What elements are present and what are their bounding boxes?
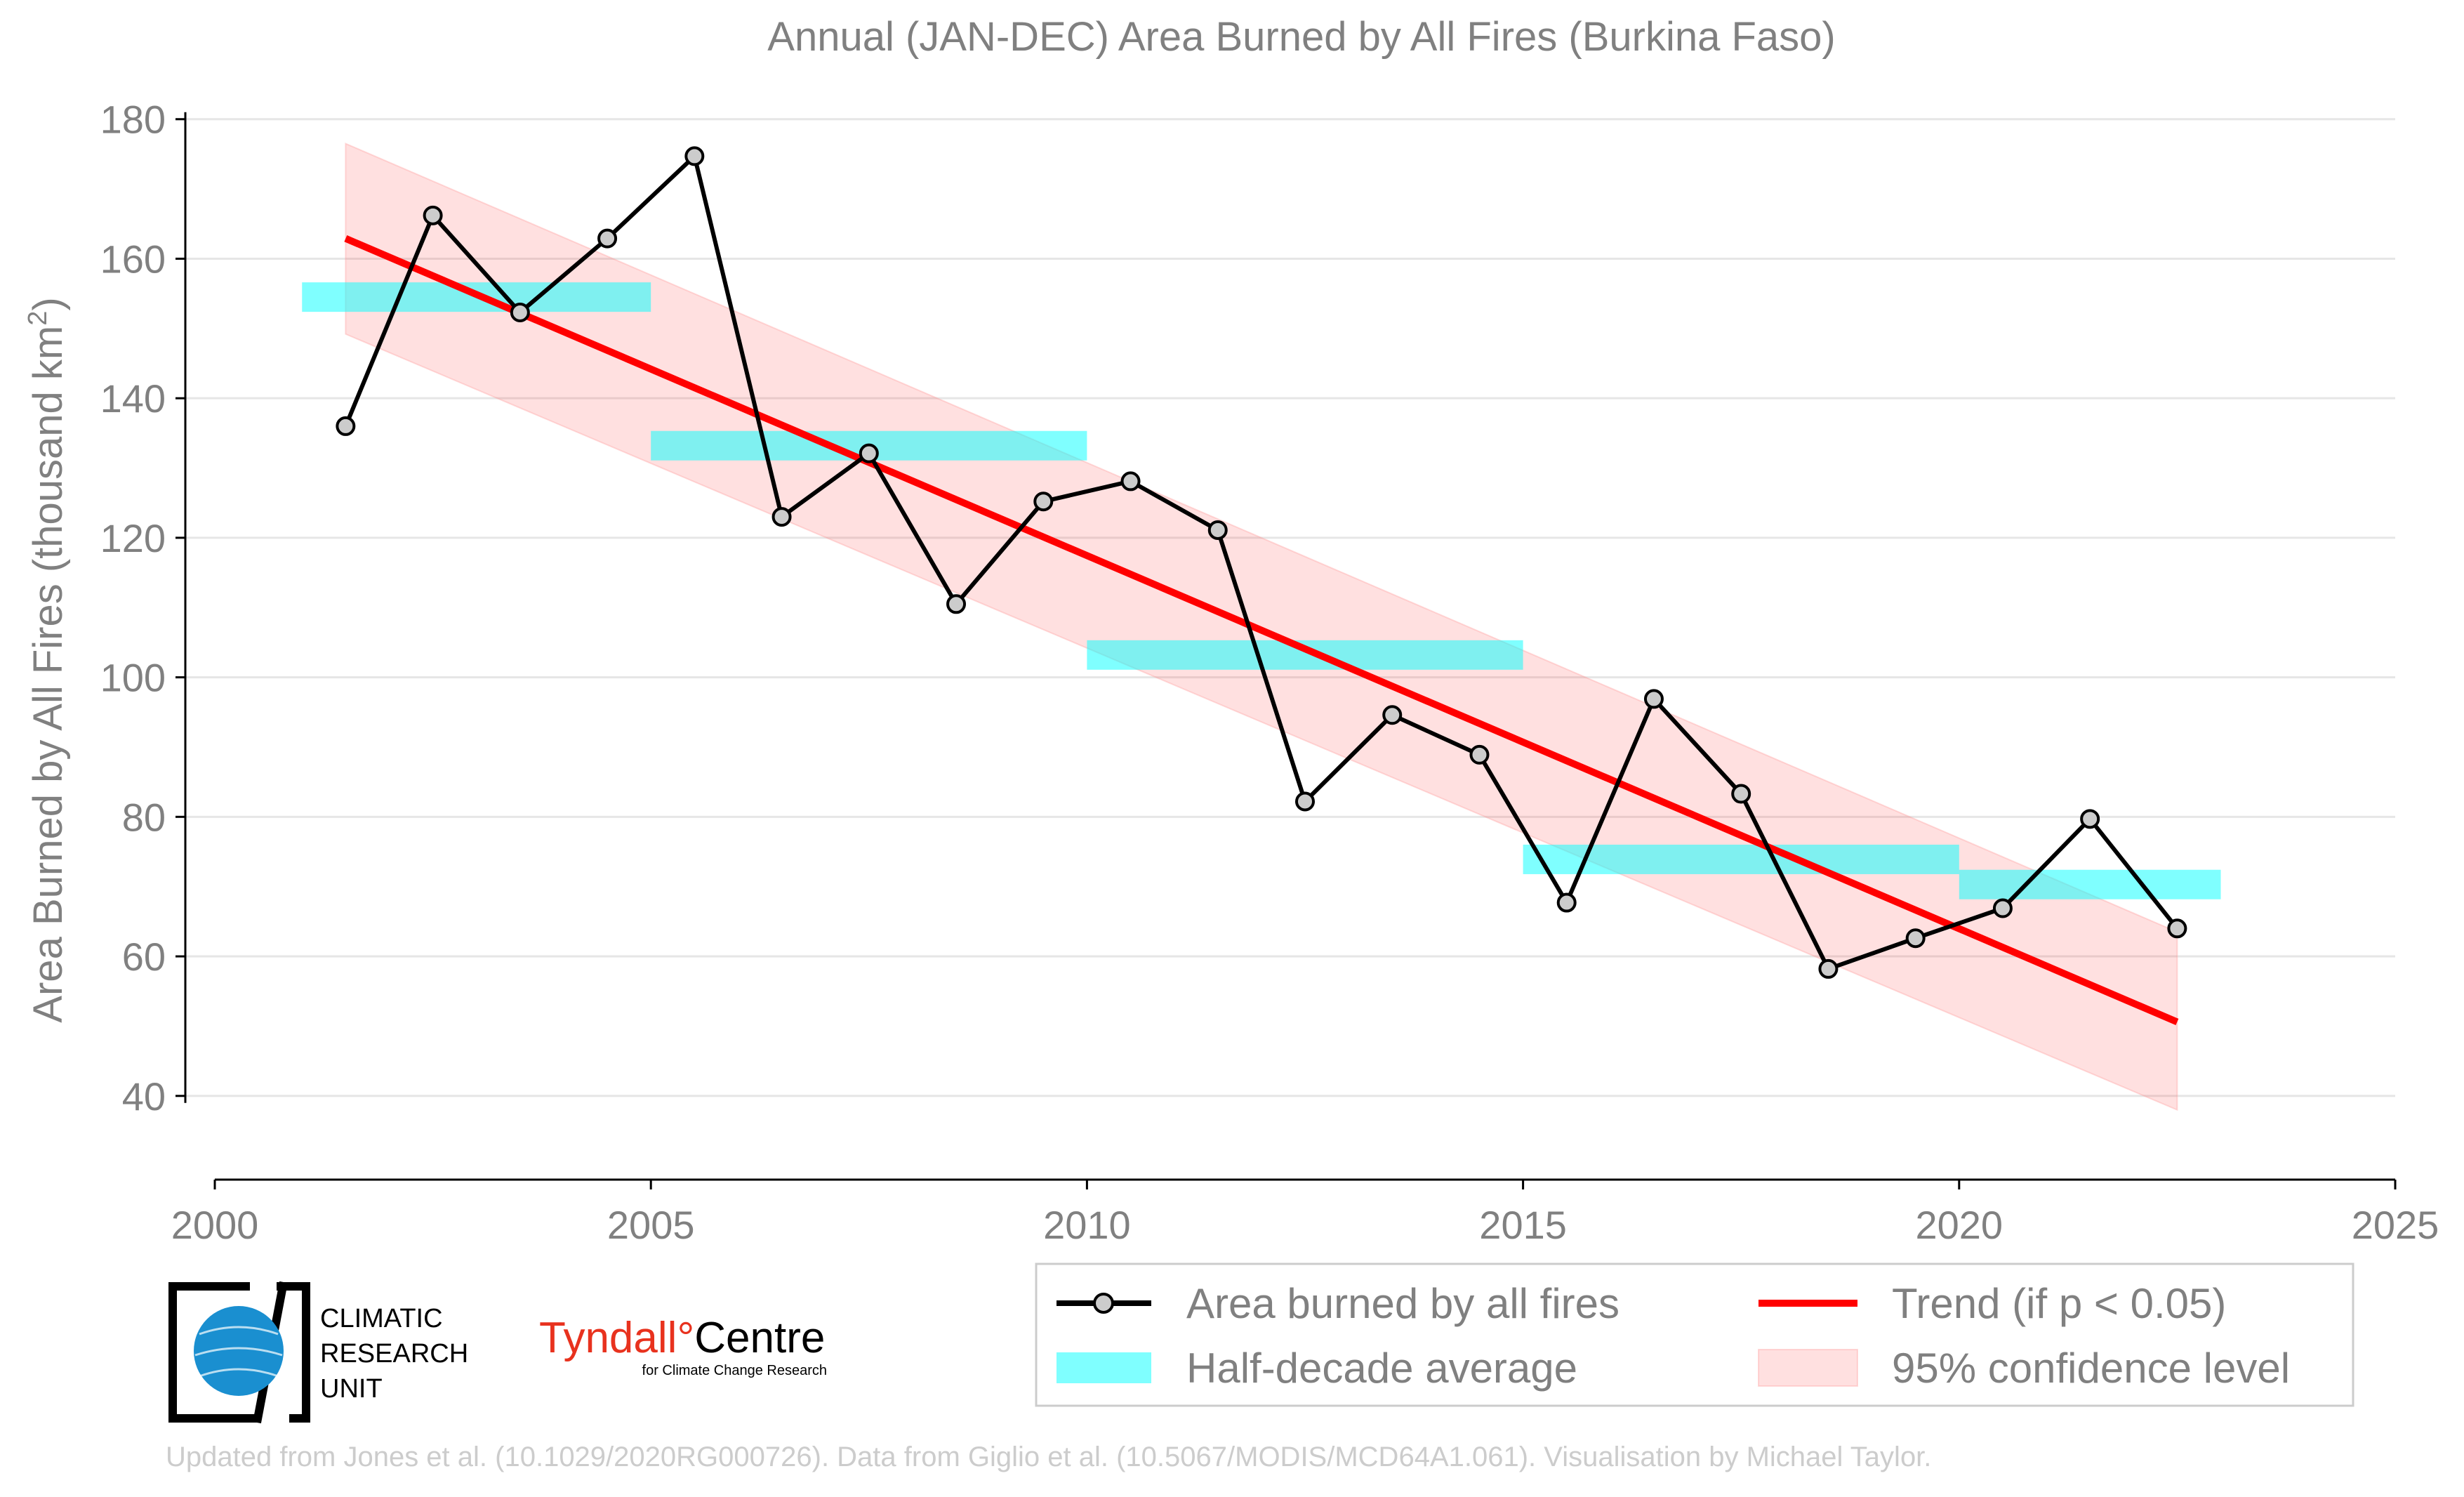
- y-axis-label-sup: 2: [23, 311, 53, 326]
- cru-logo-text-line1: CLIMATIC: [320, 1304, 443, 1333]
- data-point-2018: [1818, 958, 1839, 979]
- data-point-2011: [1207, 520, 1228, 540]
- trend-line: [344, 235, 2179, 1026]
- tyndall-logo-centre: Centre: [694, 1314, 825, 1362]
- x-tick-label-2005: 2005: [607, 1203, 695, 1247]
- globe-icon-lines: [194, 1326, 283, 1378]
- data-point-2017: [1731, 784, 1751, 804]
- series-line-area-burned: [343, 154, 2179, 971]
- footer-credit: Updated from Jones et al. (10.1029/2020R…: [166, 1442, 1931, 1472]
- legend: Area burned by all fires Trend (if p < 0…: [1035, 1262, 2354, 1407]
- cru-logo-text-line3: UNIT: [320, 1374, 383, 1404]
- data-point-2015: [1556, 892, 1577, 913]
- axes: 40 60 80 100 120 140 160 180 2000 2005 2010 2015 202…: [100, 98, 2439, 1247]
- data-point-2002: [423, 205, 443, 225]
- legend-confidence-swatch: [1758, 1349, 1858, 1387]
- half-decade-average-bar-3: [1523, 844, 1959, 874]
- y-tick-label-160: 160: [100, 237, 166, 281]
- data-point-2016: [1643, 689, 1664, 709]
- trend-layer: [344, 235, 2179, 1026]
- y-tick-label-100: 100: [100, 656, 166, 700]
- legend-half-decade-swatch: [1057, 1352, 1151, 1383]
- x-tick-label-2025: 2025: [2352, 1203, 2439, 1247]
- tyndall-logo-name: Tyndall°Centre: [539, 1314, 825, 1362]
- legend-label-half-decade: Half-decade average: [1186, 1345, 1577, 1392]
- tyndall-centre-logo: Tyndall°Centre for Climate Change Resear…: [539, 1314, 827, 1378]
- data-point-2021: [2080, 809, 2100, 829]
- legend-series-swatch-marker: [1093, 1293, 1114, 1314]
- y-tick-label-80: 80: [122, 795, 166, 839]
- data-point-2008: [946, 594, 967, 614]
- y-tick-label-40: 40: [122, 1074, 166, 1119]
- data-point-2006: [771, 507, 792, 527]
- data-point-2012: [1295, 791, 1315, 812]
- x-tick-label-2020: 2020: [1916, 1203, 2003, 1247]
- data-point-2001: [336, 416, 356, 436]
- data-point-2005: [684, 146, 705, 166]
- cru-logo-frame: [168, 1282, 261, 1423]
- data-point-2010: [1120, 471, 1141, 492]
- data-point-2014: [1469, 744, 1490, 765]
- data-point-2022: [2167, 918, 2187, 939]
- x-tick-label-2010: 2010: [1043, 1203, 1131, 1247]
- y-axis-label: Area Burned by All Fires (thousand km2): [23, 297, 71, 1022]
- x-tick-label-2000: 2000: [171, 1203, 259, 1247]
- tyndall-logo-name-part: Tyndall: [539, 1314, 677, 1362]
- data-point-2009: [1033, 492, 1054, 512]
- y-tick-label-180: 180: [100, 98, 166, 142]
- y-axis-label-close: ): [25, 297, 71, 310]
- y-tick-label-140: 140: [100, 376, 166, 421]
- legend-label-confidence: 95% confidence level: [1892, 1345, 2290, 1392]
- y-tick-label-120: 120: [100, 516, 166, 560]
- data-point-2019: [1905, 928, 1926, 949]
- data-point-2004: [597, 228, 618, 249]
- tyndall-logo-degree: °: [677, 1314, 694, 1362]
- cru-logo-text-line2: RESEARCH: [320, 1339, 468, 1369]
- y-tick-label-60: 60: [122, 935, 166, 979]
- x-tick-label-2015: 2015: [1479, 1203, 1567, 1247]
- data-point-2007: [859, 443, 879, 463]
- data-point-2020: [1992, 898, 2013, 918]
- half-decade-average-bar-2: [1087, 640, 1523, 670]
- chart-title: Annual (JAN-DEC) Area Burned by All Fire…: [767, 14, 1835, 60]
- gridlines: [185, 118, 2395, 1097]
- y-axis-label-main: Area Burned by All Fires (thousand km: [25, 326, 71, 1023]
- tyndall-logo-subtitle: for Climate Change Research: [642, 1363, 827, 1378]
- data-point-2003: [510, 302, 530, 322]
- legend-frame: [1035, 1262, 2354, 1407]
- cru-logo: CLIMATIC RESEARCH UNIT: [168, 1281, 468, 1424]
- data-point-2013: [1382, 705, 1403, 725]
- half-decade-average-bar-4: [1959, 869, 2221, 899]
- legend-label-trend: Trend (if p < 0.05): [1892, 1280, 2226, 1327]
- legend-label-series: Area burned by all fires: [1186, 1280, 1620, 1327]
- series-layer: [336, 146, 2187, 979]
- cru-logo-frame-right: [277, 1282, 310, 1423]
